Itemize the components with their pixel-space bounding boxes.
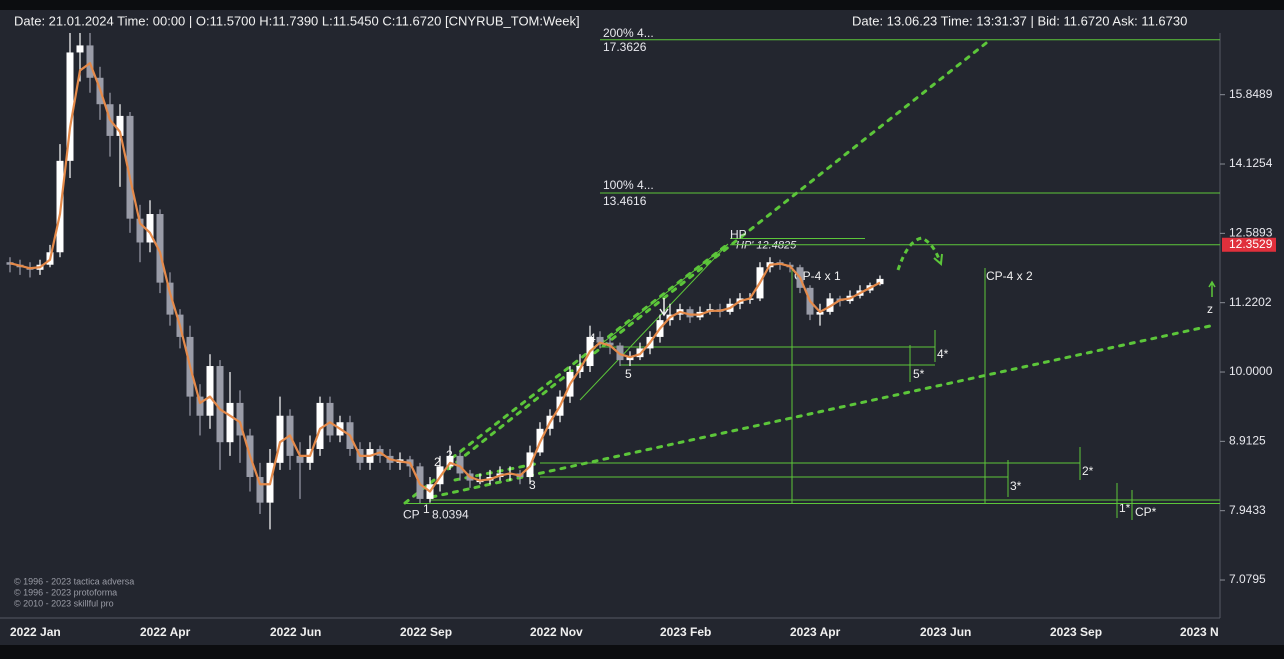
trend-dotted xyxy=(403,38,992,505)
y-tick-label: 8.9125 xyxy=(1229,434,1266,448)
candle-body xyxy=(816,311,824,315)
wave-label: 2 xyxy=(434,455,441,469)
candle-body xyxy=(686,309,694,318)
candle-body xyxy=(66,52,74,161)
candle-body xyxy=(216,366,224,443)
candle-body xyxy=(456,455,464,474)
candle-body xyxy=(876,278,884,285)
header-right: Date: 13.06.23 Time: 13:31:37 | Bid: 11.… xyxy=(852,13,1187,28)
x-tick-label: 2022 Jan xyxy=(10,625,61,639)
target-label: CP* xyxy=(1135,505,1157,519)
candle-body xyxy=(76,45,84,53)
target-label: 1* xyxy=(1119,501,1131,515)
x-tick-label: 2022 Nov xyxy=(530,625,583,639)
y-tick-label: 15.8489 xyxy=(1229,87,1273,101)
wave-label: 1 xyxy=(423,502,430,516)
candle-body xyxy=(316,402,324,450)
target-label: 4* xyxy=(937,347,949,361)
candle-body xyxy=(86,45,94,78)
up-arrow xyxy=(1208,280,1216,297)
price-tag xyxy=(1222,237,1276,252)
candle-body xyxy=(596,336,604,343)
channel-line xyxy=(579,243,729,401)
down-arrow xyxy=(659,298,669,317)
x-tick-label: 2023 Apr xyxy=(790,625,841,639)
trend-dotted xyxy=(430,324,1212,499)
candle-body xyxy=(206,366,214,416)
candle-body xyxy=(826,298,834,312)
x-tick-label: 2023 Sep xyxy=(1050,625,1102,639)
top-border xyxy=(0,0,1284,10)
bottom-border xyxy=(0,645,1284,659)
candle-body xyxy=(116,115,124,136)
y-tick-label: 14.1254 xyxy=(1229,156,1273,170)
projection-line xyxy=(791,268,1133,520)
candle-body xyxy=(296,455,304,463)
x-tick-label: 2023 N xyxy=(1180,625,1219,639)
candle-body xyxy=(446,455,454,467)
candle-body xyxy=(126,115,134,219)
projection-label: CP-4 x 1 xyxy=(794,269,841,283)
marker-label: z xyxy=(1207,302,1213,316)
target-label: 2* xyxy=(1082,464,1094,478)
wave-label: 3 xyxy=(529,478,536,492)
axes: 15.8489 14.1254 12.5893 11.2202 10.0000 8.912… xyxy=(10,87,1273,639)
copyright: © 1996 - 2023 protoforma xyxy=(14,587,117,597)
level-value: 8.0394 xyxy=(432,508,469,522)
y-tick-label: 11.2202 xyxy=(1229,295,1272,309)
y-tick-label: 12.5893 xyxy=(1229,226,1273,240)
level-name: HP xyxy=(730,228,747,242)
x-tick-label: 2022 Jun xyxy=(270,625,321,639)
level-name: CP xyxy=(403,508,420,522)
candle-body xyxy=(606,342,614,346)
target-label: 5* xyxy=(913,367,925,381)
level-value: HP' 12.4825 xyxy=(736,239,797,251)
y-tick-label: 7.0795 xyxy=(1229,572,1266,586)
candle-body xyxy=(136,218,144,243)
x-tick-label: 2023 Feb xyxy=(660,625,711,639)
watermark: © 1996 - 2023 tactica adversa © 1996 - 2… xyxy=(14,576,134,608)
candle-body xyxy=(166,282,174,315)
candle-body xyxy=(226,402,234,443)
x-tick-label: 2022 Apr xyxy=(140,625,191,639)
arrow-head xyxy=(933,253,943,267)
level-name: 200% 4... xyxy=(603,26,654,40)
copyright: © 2010 - 2023 skillful pro xyxy=(14,598,114,608)
wave-label: 5 xyxy=(625,367,632,381)
candle-body xyxy=(626,357,634,361)
candle-body xyxy=(326,402,334,436)
level-value: 13.4616 xyxy=(603,194,647,208)
level-line xyxy=(430,346,1220,501)
x-tick-label: 2022 Sep xyxy=(400,625,452,639)
candle-body xyxy=(256,477,264,503)
level-value: 17.3626 xyxy=(603,40,647,54)
header-left: Date: 21.01.2024 Time: 00:00 | O:11.5700… xyxy=(14,13,580,28)
candle-body xyxy=(276,415,284,463)
average-line xyxy=(9,62,881,493)
y-tick-label: 10.0000 xyxy=(1229,364,1273,378)
candle-body xyxy=(146,214,154,243)
copyright: © 1996 - 2023 tactica adversa xyxy=(14,576,134,586)
candle-body xyxy=(196,396,204,416)
candle-body xyxy=(156,214,164,283)
projection-label: CP-4 x 2 xyxy=(986,269,1033,283)
price-tag-label: 12.3529 xyxy=(1229,237,1273,251)
candle-body xyxy=(236,402,244,436)
target-label: 3* xyxy=(1010,479,1022,493)
candles xyxy=(6,33,884,530)
level-name: 100% 4... xyxy=(603,178,654,192)
y-tick-label: 7.9433 xyxy=(1229,503,1266,517)
x-tick-label: 2023 Jun xyxy=(920,625,971,639)
